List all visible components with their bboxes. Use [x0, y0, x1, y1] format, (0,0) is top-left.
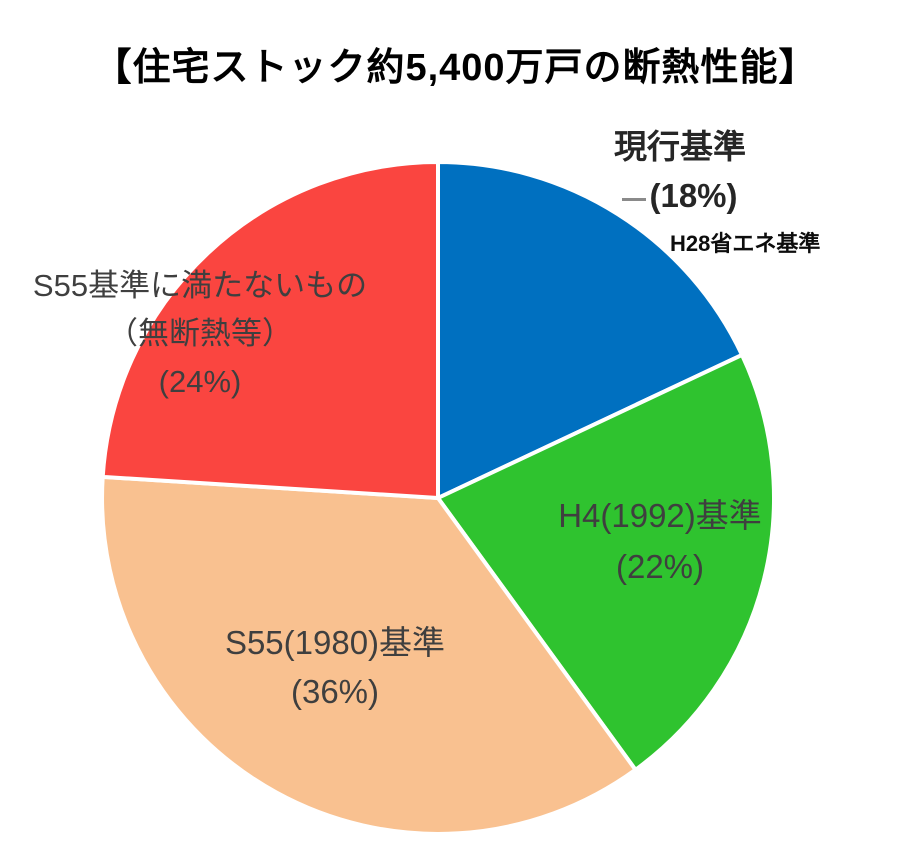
label-below-s55-detail: （無断熱等）	[107, 316, 293, 351]
label-leader-line	[622, 198, 647, 201]
pie-slice-4	[100, 160, 440, 500]
label-s55-standard-percent: (36%)	[290, 673, 380, 710]
label-below-s55-name: S55基準に満たないもの	[32, 268, 368, 303]
label-below-s55: S55基準に満たないもの （無断熱等） (24%)	[0, 262, 400, 406]
label-current-standard-name: 現行基準	[614, 128, 746, 165]
label-current-standard-percent: (18%)	[649, 177, 738, 214]
label-current-standard: 現行基準 (18%)	[555, 122, 805, 220]
label-h4-standard-name: H4(1992)基準	[558, 497, 762, 534]
label-h4-standard: H4(1992)基準 (22%)	[505, 490, 815, 592]
label-current-standard-percent-line: (18%)	[555, 171, 805, 220]
chart-title: 【住宅ストック約5,400万戸の断熱性能】	[93, 47, 818, 89]
label-h4-standard-percent: (22%)	[615, 548, 705, 585]
pie-slice-3	[100, 474, 638, 836]
pie-slice-2	[436, 352, 776, 772]
pie-slice-1	[436, 160, 744, 500]
label-h28-annotation: H28省エネ基準	[670, 231, 821, 256]
label-s55-standard: S55(1980)基準 (36%)	[175, 618, 495, 716]
label-s55-standard-name: S55(1980)基準	[224, 624, 446, 661]
label-below-s55-percent: (24%)	[158, 364, 242, 399]
